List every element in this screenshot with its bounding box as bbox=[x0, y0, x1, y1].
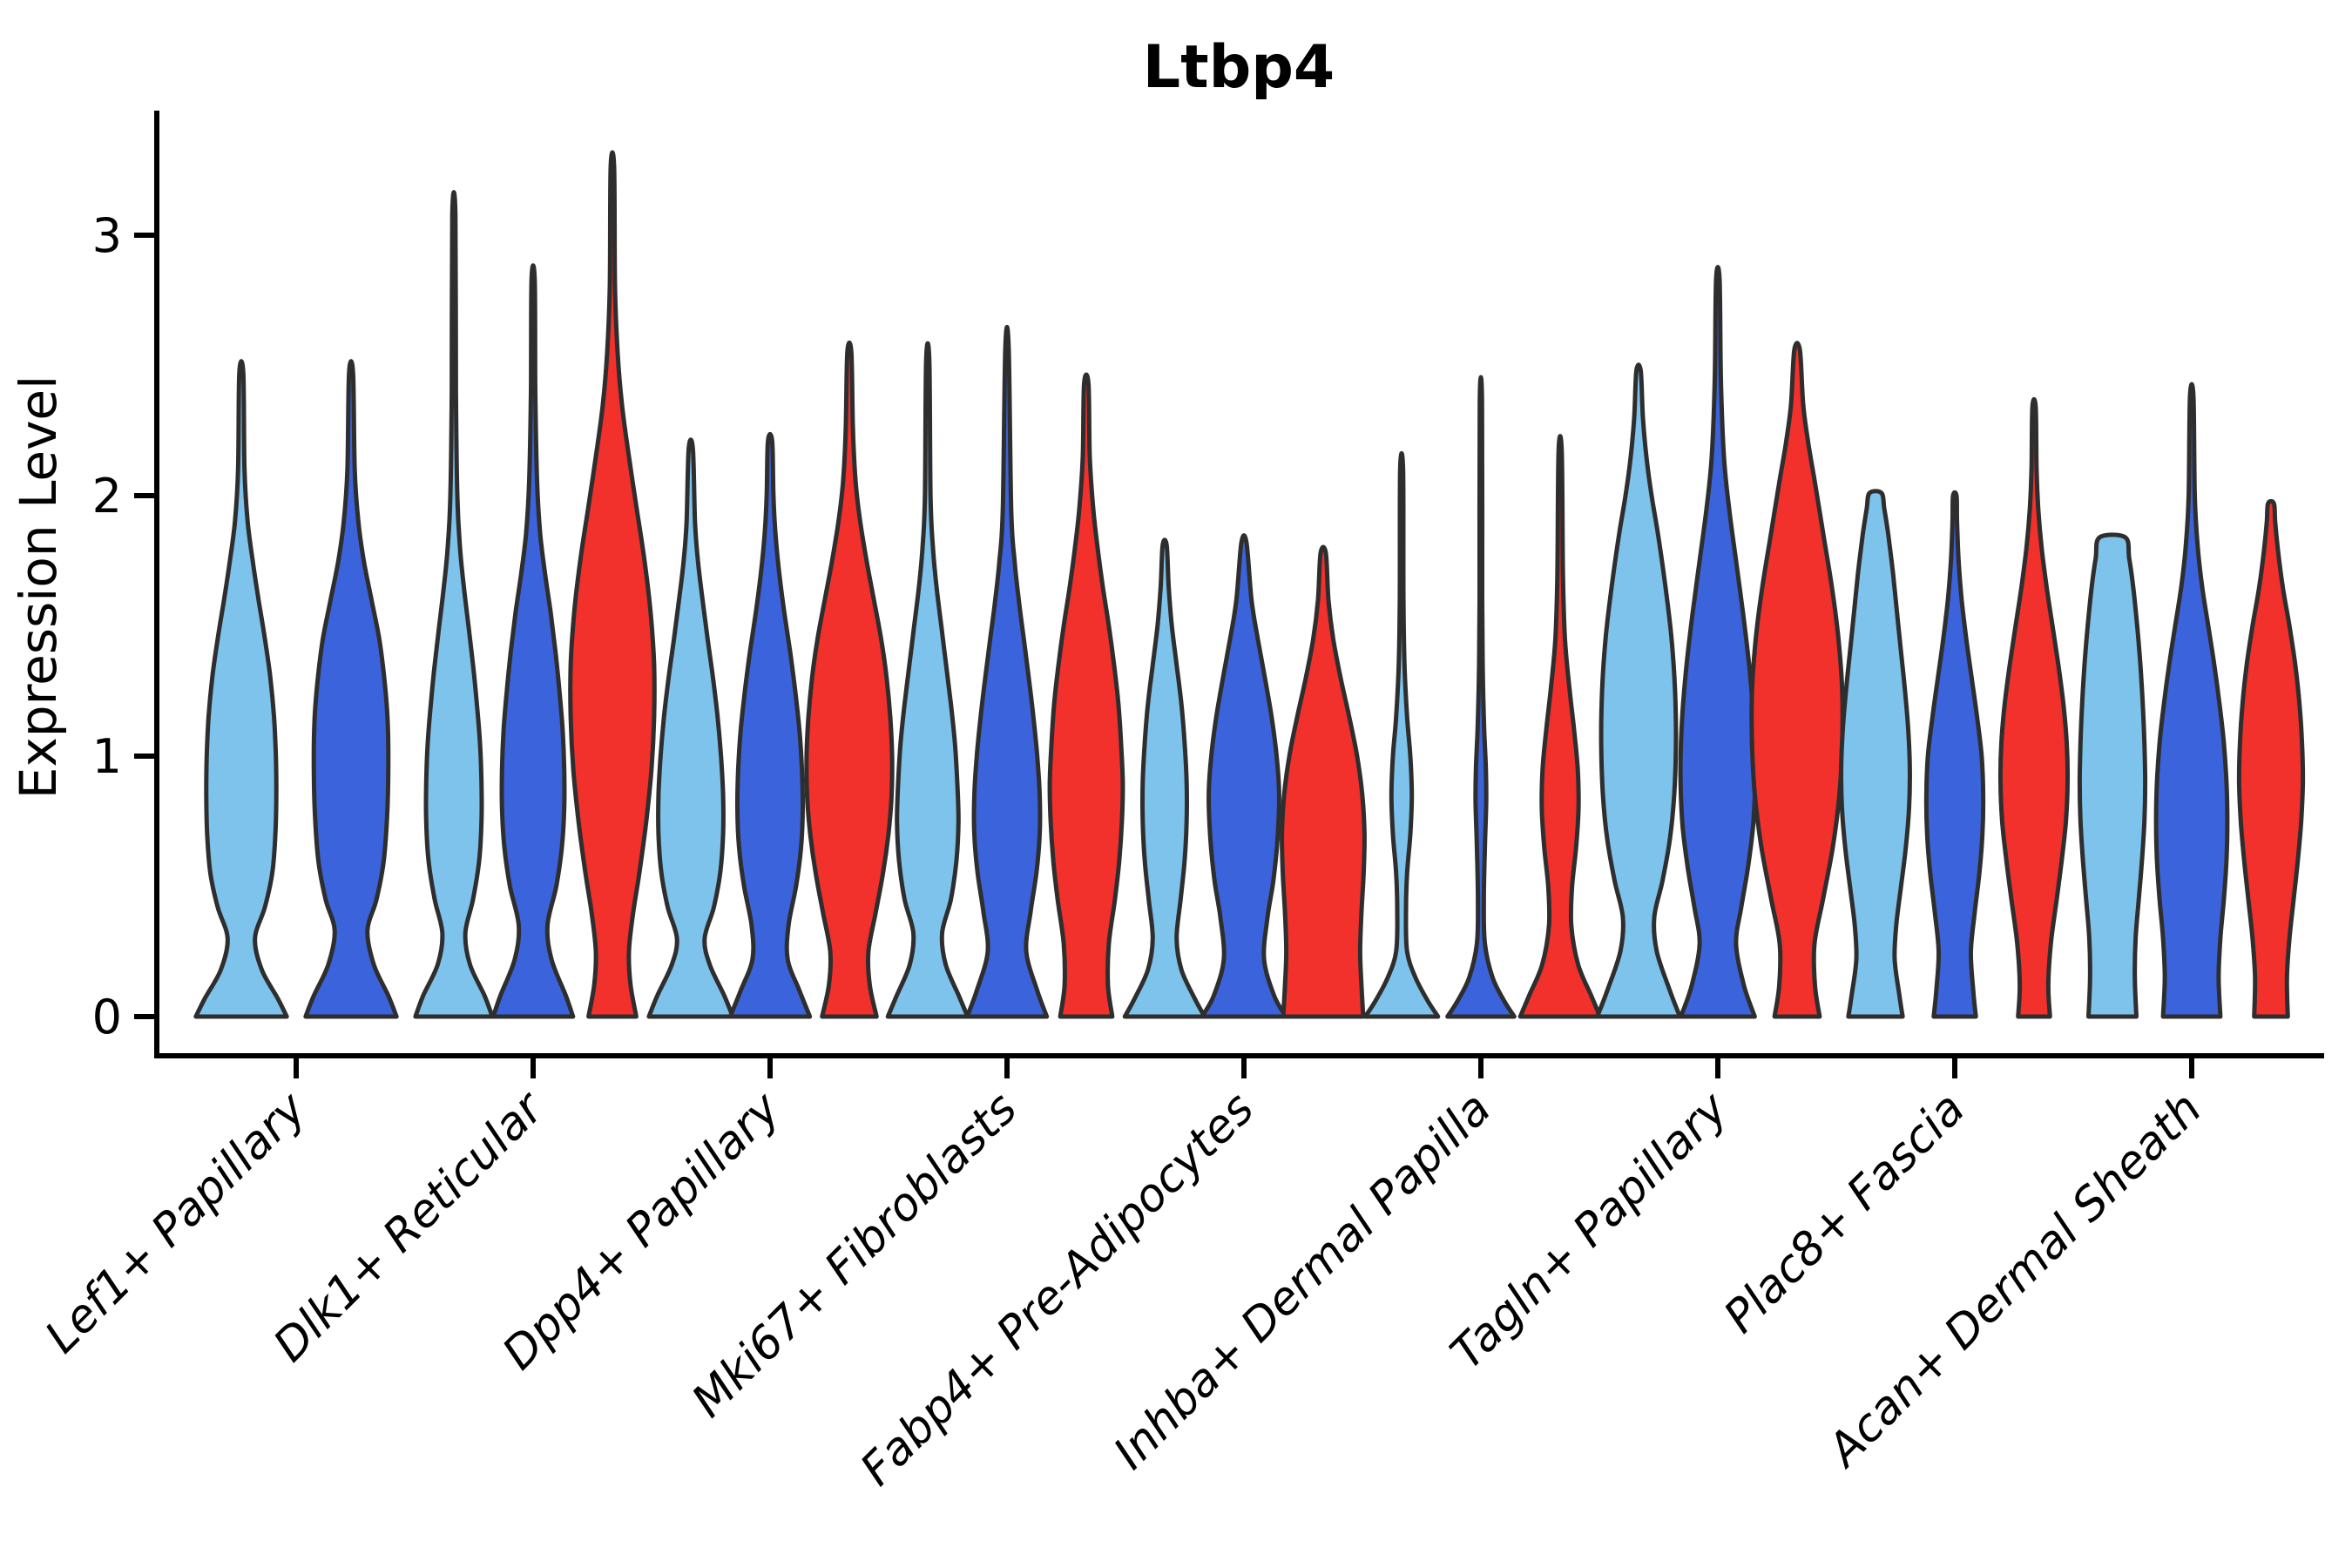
violin-red bbox=[2236, 498, 2306, 1019]
violin-dark_blue bbox=[964, 324, 1050, 1019]
y-tick-label: 0 bbox=[92, 990, 122, 1044]
x-tick-label: Lef1+ Papillary bbox=[36, 1082, 317, 1363]
violin-light_blue bbox=[413, 190, 495, 1019]
x-tick-label: Inhba+ Dermal Papilla bbox=[1104, 1083, 1501, 1480]
violin-red bbox=[568, 150, 657, 1019]
x-tick-label: Acan+ Dermal Sheath bbox=[1816, 1083, 2212, 1478]
violin-dark_blue bbox=[1678, 265, 1758, 1019]
violin-red bbox=[804, 340, 895, 1019]
y-tick-label: 1 bbox=[92, 729, 122, 784]
y-tick-label: 2 bbox=[92, 469, 122, 524]
y-tick-label: 3 bbox=[92, 208, 122, 263]
violin-light_blue bbox=[193, 359, 289, 1019]
violin-red bbox=[1517, 434, 1603, 1019]
violin-light_blue bbox=[1595, 362, 1682, 1019]
violin-light_blue bbox=[1122, 537, 1207, 1019]
x-tick-label: Plac8+ Fascia bbox=[1714, 1083, 1975, 1343]
violin-light_blue bbox=[1362, 450, 1441, 1019]
violin-red bbox=[1997, 396, 2071, 1019]
plot-title: Ltbp4 bbox=[1143, 33, 1335, 102]
axis-spines bbox=[154, 111, 2324, 1058]
violin-light_blue bbox=[885, 341, 970, 1019]
violin-dark_blue bbox=[1200, 533, 1288, 1019]
violin-red bbox=[1280, 544, 1367, 1019]
violin-dark_blue bbox=[2153, 382, 2230, 1019]
x-tick-label: Fabp4+ Pre-Adipocytes bbox=[851, 1083, 1265, 1497]
violin-dark_blue bbox=[490, 263, 576, 1019]
violin-dark_blue bbox=[1445, 375, 1517, 1019]
violin-light_blue bbox=[1839, 489, 1912, 1019]
violin-red bbox=[1047, 372, 1125, 1019]
violin-light_blue bbox=[646, 437, 735, 1019]
y-axis-label: Expression Level bbox=[9, 375, 68, 799]
violin-dark_blue bbox=[727, 431, 813, 1019]
violin-dark_blue bbox=[1923, 490, 1986, 1019]
violins-layer bbox=[193, 150, 2306, 1019]
violin-red bbox=[1749, 341, 1845, 1019]
violin-dark_blue bbox=[303, 359, 399, 1019]
violin-light_blue bbox=[2077, 532, 2148, 1019]
